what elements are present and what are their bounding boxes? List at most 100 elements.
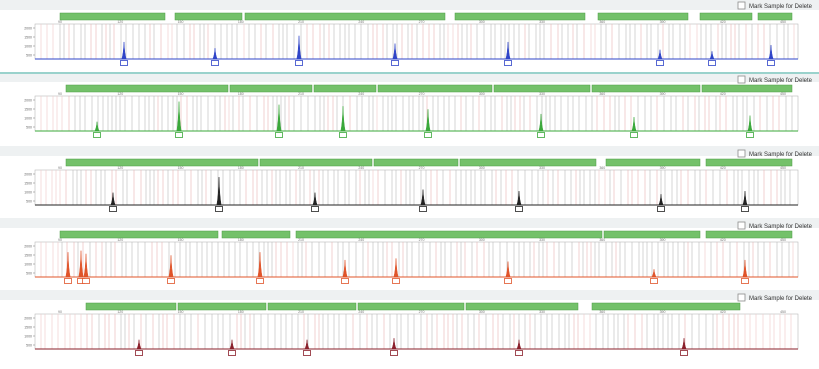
x-tick-label: 180 <box>238 166 244 170</box>
allele-call-box-7[interactable] <box>504 278 512 284</box>
allele-call-box-5[interactable] <box>680 350 688 356</box>
allele-call-box-5[interactable] <box>341 278 349 284</box>
allele-call-box-3[interactable] <box>390 350 398 356</box>
marker-bar-2 <box>373 158 459 167</box>
x-tick-label: 360 <box>599 310 605 314</box>
allele-call-box-5[interactable] <box>537 132 545 138</box>
peak-5 <box>538 113 544 132</box>
allele-call-box-7[interactable] <box>767 60 775 66</box>
allele-call-box-6[interactable] <box>708 60 716 66</box>
allele-call-box-5[interactable] <box>657 206 665 212</box>
panel-red-dye-electropherogram: Mark Sample for Delete 2000 1500 1000 500 90 1… <box>0 218 819 284</box>
x-tick-label: 90 <box>58 166 62 170</box>
peak-8 <box>651 269 657 278</box>
panel-black-dye-electropherogram: Mark Sample for Delete 2000 1500 1000 500 90 1… <box>0 146 819 212</box>
x-tick-label: 450 <box>780 166 786 170</box>
peak-6 <box>393 258 399 278</box>
x-tick-label: 330 <box>539 238 545 242</box>
allele-call-box-2[interactable] <box>303 350 311 356</box>
allele-call-box-2[interactable] <box>295 60 303 66</box>
allele-call-box-3[interactable] <box>419 206 427 212</box>
peak-3 <box>392 43 398 60</box>
x-tick-label: 120 <box>117 310 123 314</box>
allele-call-box-4[interactable] <box>515 206 523 212</box>
allele-call-box-2[interactable] <box>311 206 319 212</box>
x-tick-label: 450 <box>780 92 786 96</box>
allele-call-box-0[interactable] <box>109 206 117 212</box>
allele-call-box-1[interactable] <box>215 206 223 212</box>
allele-call-box-3[interactable] <box>339 132 347 138</box>
x-tick-label: 450 <box>780 20 786 24</box>
mark-sample-label: Mark Sample for Delete <box>749 296 813 302</box>
mark-sample-checkbox[interactable] <box>737 149 746 158</box>
x-tick-label: 330 <box>539 92 545 96</box>
allele-call-box-1[interactable] <box>228 350 236 356</box>
mark-sample-checkbox[interactable] <box>737 1 746 10</box>
allele-call-box-6[interactable] <box>630 132 638 138</box>
peak-1 <box>212 48 218 60</box>
allele-call-box-4[interactable] <box>515 350 523 356</box>
peak-3 <box>340 106 346 132</box>
y-tick-label: 500 <box>26 272 32 276</box>
marker-bar-5 <box>591 84 701 93</box>
plot-area <box>34 241 799 278</box>
marker-bar-5 <box>705 158 793 167</box>
allele-call-box-4[interactable] <box>256 278 264 284</box>
allele-call-box-0[interactable] <box>93 132 101 138</box>
marker-bar-1 <box>174 12 243 21</box>
allele-call-box-0[interactable] <box>120 60 128 66</box>
allele-call-box-8[interactable] <box>650 278 658 284</box>
allele-call-box-7[interactable] <box>746 132 754 138</box>
allele-call-box-2[interactable] <box>82 278 90 284</box>
allele-call-box-1[interactable] <box>211 60 219 66</box>
x-tick-label: 420 <box>720 166 726 170</box>
allele-call-box-1[interactable] <box>175 132 183 138</box>
x-tick-label: 360 <box>599 20 605 24</box>
marker-bar-3 <box>459 158 597 167</box>
allele-call-box-4[interactable] <box>504 60 512 66</box>
peak-0 <box>110 192 116 206</box>
x-tick-label: 120 <box>117 92 123 96</box>
allele-call-box-5[interactable] <box>656 60 664 66</box>
mark-sample-label: Mark Sample for Delete <box>749 152 813 158</box>
x-tick-label: 420 <box>720 310 726 314</box>
mark-sample-checkbox[interactable] <box>737 293 746 302</box>
allele-call-box-9[interactable] <box>741 278 749 284</box>
mark-sample-checkbox[interactable] <box>737 221 746 230</box>
allele-call-box-3[interactable] <box>167 278 175 284</box>
x-tick-label: 120 <box>117 238 123 242</box>
allele-call-box-2[interactable] <box>275 132 283 138</box>
peak-6 <box>742 191 748 206</box>
x-tick-label: 150 <box>178 20 184 24</box>
peak-2 <box>276 104 282 132</box>
panel-header <box>0 0 819 10</box>
allele-call-box-3[interactable] <box>391 60 399 66</box>
x-tick-label: 330 <box>539 20 545 24</box>
y-tick-label: 1000 <box>24 263 32 267</box>
y-tick-label: 1000 <box>24 117 32 121</box>
allele-call-box-0[interactable] <box>64 278 72 284</box>
y-tick-label: 2000 <box>24 317 32 321</box>
peak-2 <box>312 192 318 206</box>
peak-7 <box>505 261 511 278</box>
peak-4 <box>516 339 522 350</box>
allele-call-box-6[interactable] <box>392 278 400 284</box>
marker-bar-1 <box>177 302 267 311</box>
bin-lines <box>40 242 794 277</box>
panel-header <box>0 218 819 228</box>
allele-call-box-6[interactable] <box>741 206 749 212</box>
mark-sample-checkbox[interactable] <box>737 75 746 84</box>
mark-sample-label: Mark Sample for Delete <box>749 224 813 230</box>
x-tick-label: 90 <box>58 310 62 314</box>
peak-0 <box>121 41 127 60</box>
allele-call-box-4[interactable] <box>424 132 432 138</box>
y-tick-label: 2000 <box>24 99 32 103</box>
marker-bar-0 <box>59 230 219 239</box>
y-tick-label: 500 <box>26 54 32 58</box>
x-tick-label: 180 <box>238 310 244 314</box>
x-tick-label: 300 <box>479 92 485 96</box>
allele-call-box-0[interactable] <box>135 350 143 356</box>
bin-lines <box>40 96 793 131</box>
x-tick-label: 150 <box>178 166 184 170</box>
